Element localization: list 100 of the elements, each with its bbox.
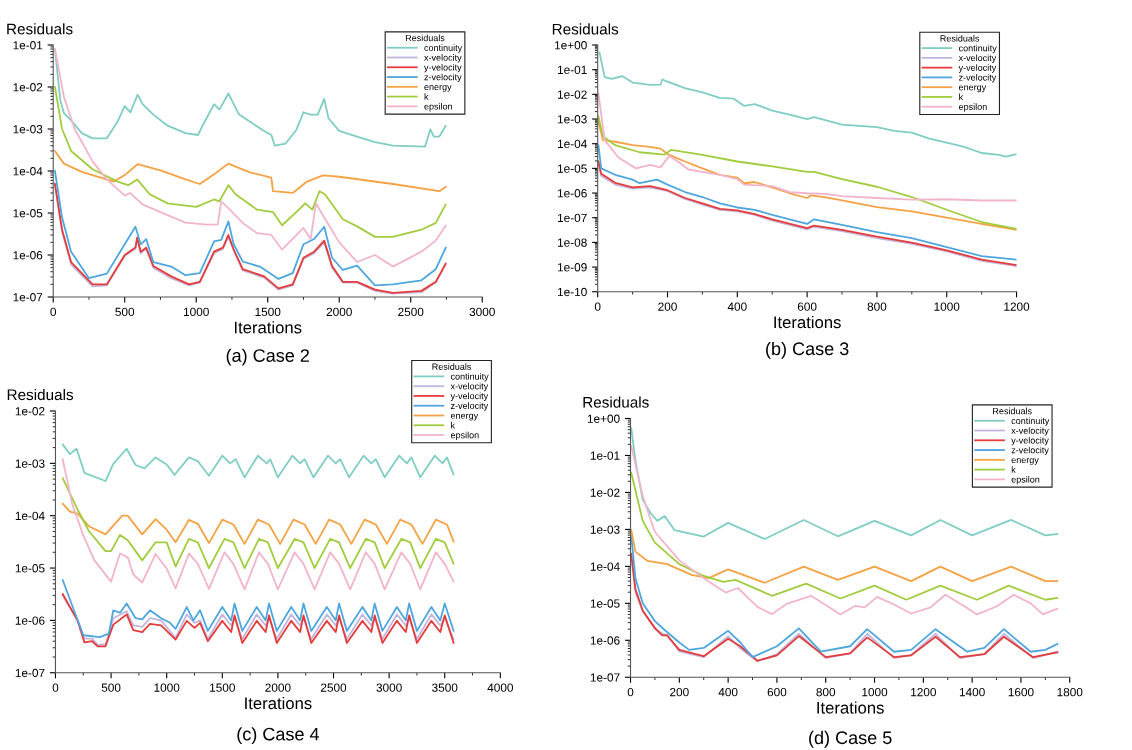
y-tick-label: 1e-03 xyxy=(15,459,45,468)
x-tick-label: 2000 xyxy=(265,683,291,692)
y-tick-label: 1e-02 xyxy=(15,407,45,416)
y-tick-label: 1e-05 xyxy=(13,209,43,218)
legend-label: y-velocity xyxy=(450,392,489,401)
x-tick-label: 4000 xyxy=(487,683,514,692)
y-tick-label: 1e-08 xyxy=(557,238,587,247)
x-tick-label: 200 xyxy=(658,302,677,311)
x-tick-label: 1000 xyxy=(183,307,209,317)
line-series xyxy=(597,92,1017,202)
x-tick-label: 0 xyxy=(594,302,601,311)
y-tick-label: 1e+00 xyxy=(587,414,620,423)
x-tick-label: 800 xyxy=(816,687,836,697)
x-tick-label: 3500 xyxy=(432,683,458,692)
legend-label: epsilon xyxy=(450,431,479,441)
legend-label: x-velocity xyxy=(450,382,489,392)
x-tick-label: 2500 xyxy=(398,307,424,317)
x-tick-label: 2500 xyxy=(320,683,347,692)
line-series xyxy=(630,534,1059,659)
x-tick-label: 500 xyxy=(101,683,121,692)
x-tick-label: 3000 xyxy=(376,683,402,692)
legend-label: epsilon xyxy=(959,103,987,112)
legend-label: continuity xyxy=(959,44,997,54)
legend-title: Residuals xyxy=(405,34,445,42)
x-tick-label: 0 xyxy=(627,687,634,697)
legend-label: energy xyxy=(424,85,452,92)
x-tick-label: 1500 xyxy=(210,683,235,692)
x-tick-label: 1600 xyxy=(1008,687,1034,697)
legend-label: z-velocity xyxy=(1011,446,1049,456)
line-series xyxy=(630,427,1059,540)
legend-title: Residuals xyxy=(993,407,1032,415)
line-series xyxy=(61,458,455,591)
legend-label: x-velocity xyxy=(1011,427,1049,436)
y-tick-label: 1e-05 xyxy=(15,564,45,573)
x-tick-label: 500 xyxy=(115,307,135,317)
x-tick-label: 600 xyxy=(797,302,817,311)
x-axis-title: Iterations xyxy=(234,321,302,334)
x-tick-label: 1800 xyxy=(1057,687,1083,697)
y-tick-label: 1e-01 xyxy=(590,451,620,460)
legend-label: energy xyxy=(450,413,479,421)
y-tick-label: 1e-05 xyxy=(557,164,587,173)
legend-label: x-velocity xyxy=(424,54,462,63)
legend-label: epsilon xyxy=(424,102,453,112)
y-axis-title: Residuals xyxy=(552,23,619,35)
x-tick-label: 400 xyxy=(718,687,738,697)
y-tick-label: 1e-10 xyxy=(557,287,587,297)
x-axis-title: Iterations xyxy=(817,701,884,714)
x-tick-label: 1000 xyxy=(934,302,960,311)
legend-label: z-velocity xyxy=(450,402,489,411)
legend-label: continuity xyxy=(1011,417,1050,426)
y-tick-label: 1e-03 xyxy=(590,525,620,534)
line-series xyxy=(630,445,1059,616)
line-series xyxy=(597,144,1017,261)
line-series xyxy=(61,477,455,569)
x-tick-label: 400 xyxy=(727,302,747,311)
text: (b) Case 3 xyxy=(766,341,849,359)
legend-label: continuity xyxy=(450,373,489,382)
x-tick-label: 1500 xyxy=(255,307,281,317)
legend-title: Residuals xyxy=(940,34,980,42)
x-tick-label: 3000 xyxy=(469,307,495,317)
line-series xyxy=(61,443,455,482)
text: (a) Case 2 xyxy=(226,348,309,366)
y-tick-label: 1e-02 xyxy=(590,488,620,497)
y-tick-label: 1e-04 xyxy=(13,167,43,176)
legend-label: continuity xyxy=(424,44,463,53)
x-tick-label: 1400 xyxy=(959,687,985,697)
y-tick-label: 1e-04 xyxy=(557,139,587,149)
y-axis-title: Residuals xyxy=(583,396,649,408)
legend-label: k xyxy=(451,421,456,429)
legend-label: z-velocity xyxy=(424,73,462,83)
x-axis-title: Iterations xyxy=(245,696,312,710)
y-tick-label: 1e-04 xyxy=(590,562,620,571)
legend-label: x-velocity xyxy=(958,54,997,63)
x-tick-label: 1000 xyxy=(862,687,888,697)
line-series xyxy=(630,529,1059,584)
legend-label: z-velocity xyxy=(958,74,997,83)
y-tick-label: 1e-06 xyxy=(590,636,620,645)
legend-label: y-velocity xyxy=(958,64,997,73)
y-tick-label: 1e-07 xyxy=(13,293,43,302)
legend-label: k xyxy=(959,93,964,101)
x-axis-title: Iterations xyxy=(774,315,841,329)
y-axis-title: Residuals xyxy=(7,23,73,35)
y-tick-label: 1e-06 xyxy=(557,189,587,198)
line-series xyxy=(54,170,447,287)
y-tick-label: 1e-03 xyxy=(13,125,43,134)
y-tick-label: 1e-07 xyxy=(590,673,620,682)
y-tick-label: 1e-01 xyxy=(557,65,587,75)
legend-label: y-velocity xyxy=(424,63,462,73)
line-series xyxy=(54,150,447,194)
x-tick-label: 1200 xyxy=(911,687,937,697)
y-tick-label: 1e-03 xyxy=(557,115,587,124)
legend-label: epsilon xyxy=(1011,476,1040,485)
line-series xyxy=(630,471,1059,601)
x-tick-label: 1200 xyxy=(1004,302,1030,311)
y-tick-label: 1e-09 xyxy=(557,263,587,272)
legend-label: energy xyxy=(1011,458,1039,465)
x-tick-label: 600 xyxy=(767,687,787,697)
legend-label: y-velocity xyxy=(1011,436,1049,446)
y-tick-label: 1e-07 xyxy=(557,213,587,223)
text: (d) Case 5 xyxy=(809,730,892,748)
